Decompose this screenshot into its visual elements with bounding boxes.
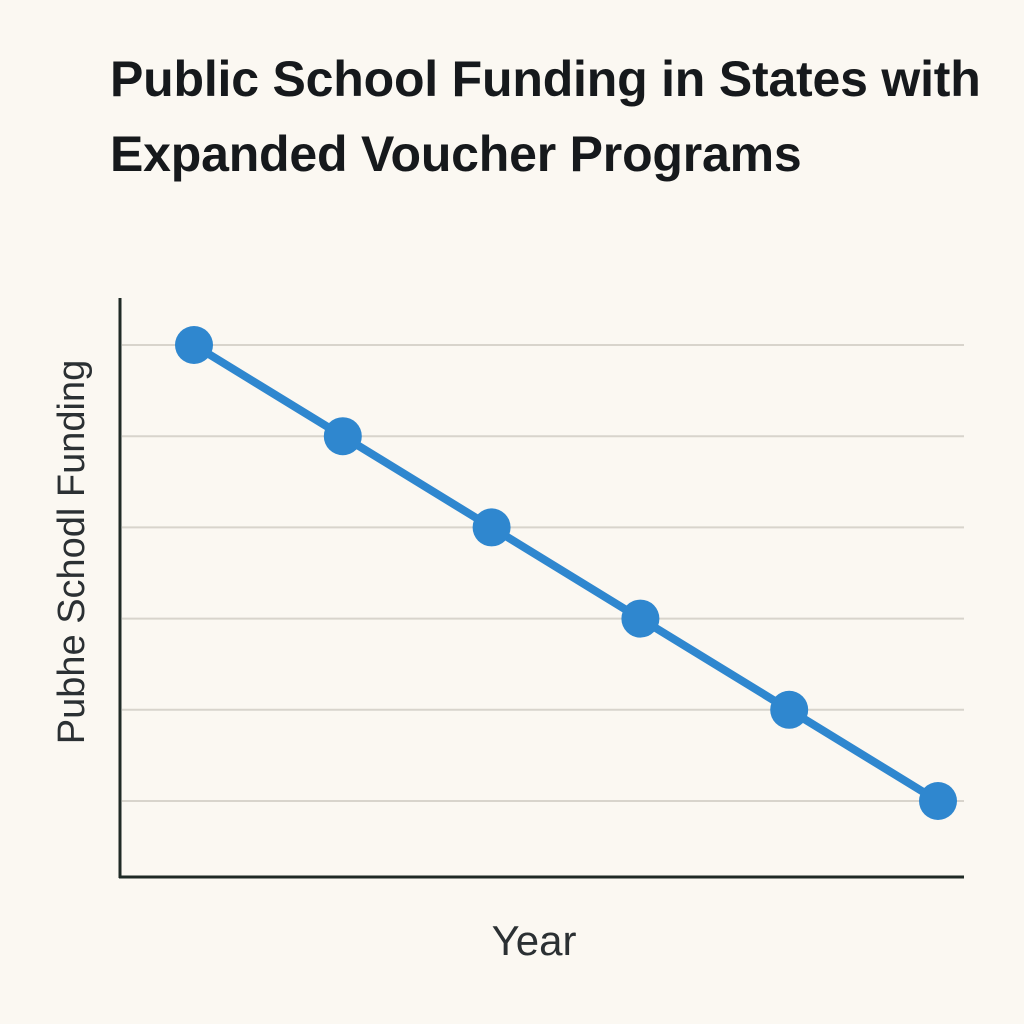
y-axis-label: Pubhe Schodl Funding	[51, 360, 93, 745]
data-points	[175, 326, 957, 820]
data-point	[175, 326, 213, 364]
series-line	[190, 341, 942, 805]
chart-title: Public School Funding in States with Exp…	[110, 51, 981, 182]
data-point	[472, 508, 511, 547]
gridlines	[122, 344, 964, 802]
data-point	[919, 782, 957, 820]
x-axis-label: Year	[492, 917, 577, 964]
data-point	[323, 417, 362, 456]
data-point	[770, 690, 809, 729]
data-point	[621, 599, 660, 638]
